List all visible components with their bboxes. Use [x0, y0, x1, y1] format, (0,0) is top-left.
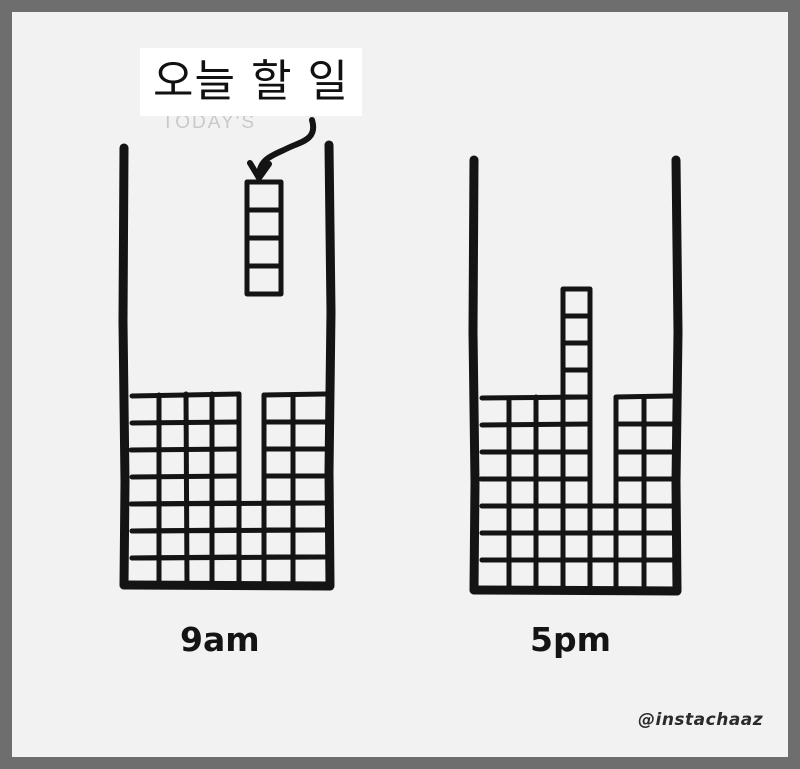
artist-signature: @instachaaz [638, 710, 764, 730]
right-landed-piece [560, 286, 593, 400]
left-jar-stack [128, 391, 328, 588]
caption-label: 오늘 할 일 [153, 56, 349, 107]
right-jar [468, 155, 683, 596]
left-panel-label: 9am [180, 620, 260, 659]
right-jar-stack [478, 393, 675, 593]
caption-overlay-box: 오늘 할 일 [140, 48, 362, 116]
right-panel-label: 5pm [530, 620, 611, 659]
drawing-stage: .ink{fill:none;stroke:#141414;stroke-lin… [12, 12, 788, 757]
tetris-drawing: .ink{fill:none;stroke:#141414;stroke-lin… [118, 117, 683, 596]
left-falling-piece [244, 179, 284, 297]
covered-text-remnant: TODAY'S [162, 112, 256, 133]
left-jar [118, 140, 336, 591]
image-frame: .ink{fill:none;stroke:#141414;stroke-lin… [12, 12, 788, 757]
down-arrow-icon [247, 117, 317, 184]
